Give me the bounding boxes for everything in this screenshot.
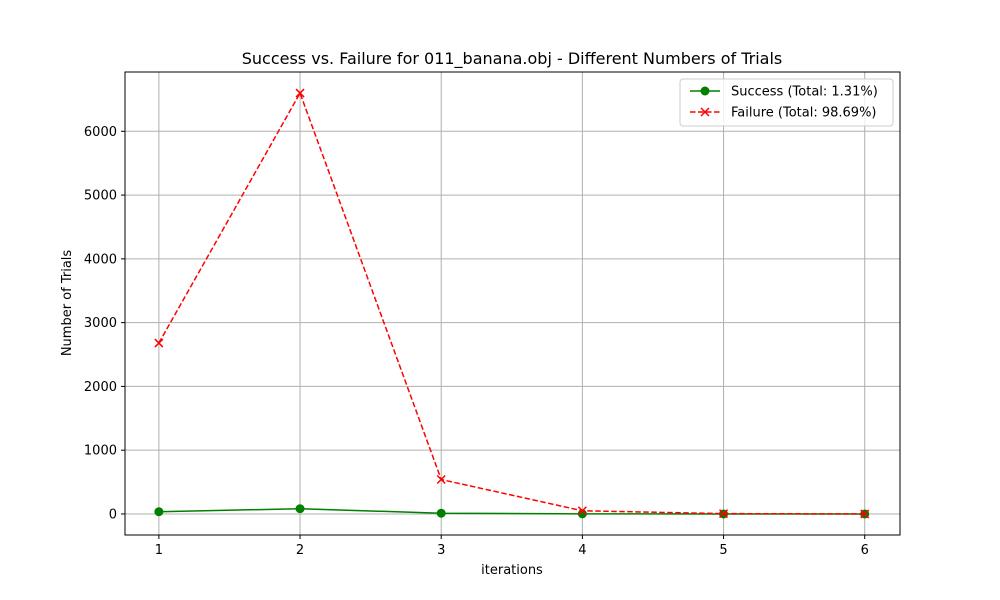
- y-tick-label: 5000: [84, 189, 117, 204]
- data-point-marker: [295, 504, 305, 514]
- data-point-marker: [154, 507, 164, 517]
- data-point-marker: [154, 338, 164, 348]
- y-tick-label: 1000: [84, 444, 117, 459]
- chart-title: Success vs. Failure for 011_banana.obj -…: [242, 49, 783, 69]
- legend-marker: [700, 86, 710, 96]
- y-tick-label: 2000: [84, 380, 117, 395]
- data-point-marker: [436, 474, 446, 485]
- y-tick-label: 0: [109, 507, 117, 522]
- legend: Success (Total: 1.31%) Failure (Total: 98…: [679, 78, 894, 127]
- x-axis-label: iterations: [481, 563, 543, 578]
- x-tick-label: 5: [719, 543, 727, 558]
- y-tick-label: 6000: [84, 125, 117, 140]
- data-point-marker: [577, 506, 587, 516]
- legend-marker: [700, 107, 710, 117]
- x-tick-label: 6: [861, 543, 869, 558]
- x-tick-label: 3: [437, 543, 445, 558]
- legend-label: Success (Total: 1.31%): [731, 85, 878, 100]
- y-axis-ticks: 0 1000 2000 3000 4000 5000 6000: [84, 125, 125, 522]
- x-axis-ticks: 1 2 3 4 5 6: [155, 535, 869, 558]
- series-line: [158, 507, 865, 515]
- y-tick-label: 3000: [84, 316, 117, 331]
- x-tick-label: 1: [155, 543, 163, 558]
- data-point-marker: [860, 509, 870, 519]
- legend-label: Failure (Total: 98.69%): [731, 106, 877, 121]
- series-layer: [154, 88, 870, 519]
- data-point-marker: [436, 508, 446, 518]
- plot-frame: [124, 71, 901, 536]
- series-line: [158, 91, 865, 515]
- series-failure: [154, 88, 870, 519]
- x-tick-label: 2: [296, 543, 304, 558]
- y-axis-label: Number of Trials: [60, 250, 75, 357]
- y-tick-label: 4000: [84, 252, 117, 267]
- data-point-marker: [719, 509, 729, 519]
- data-point-marker: [295, 88, 305, 98]
- legend-box: [679, 78, 894, 127]
- x-tick-label: 4: [578, 543, 586, 558]
